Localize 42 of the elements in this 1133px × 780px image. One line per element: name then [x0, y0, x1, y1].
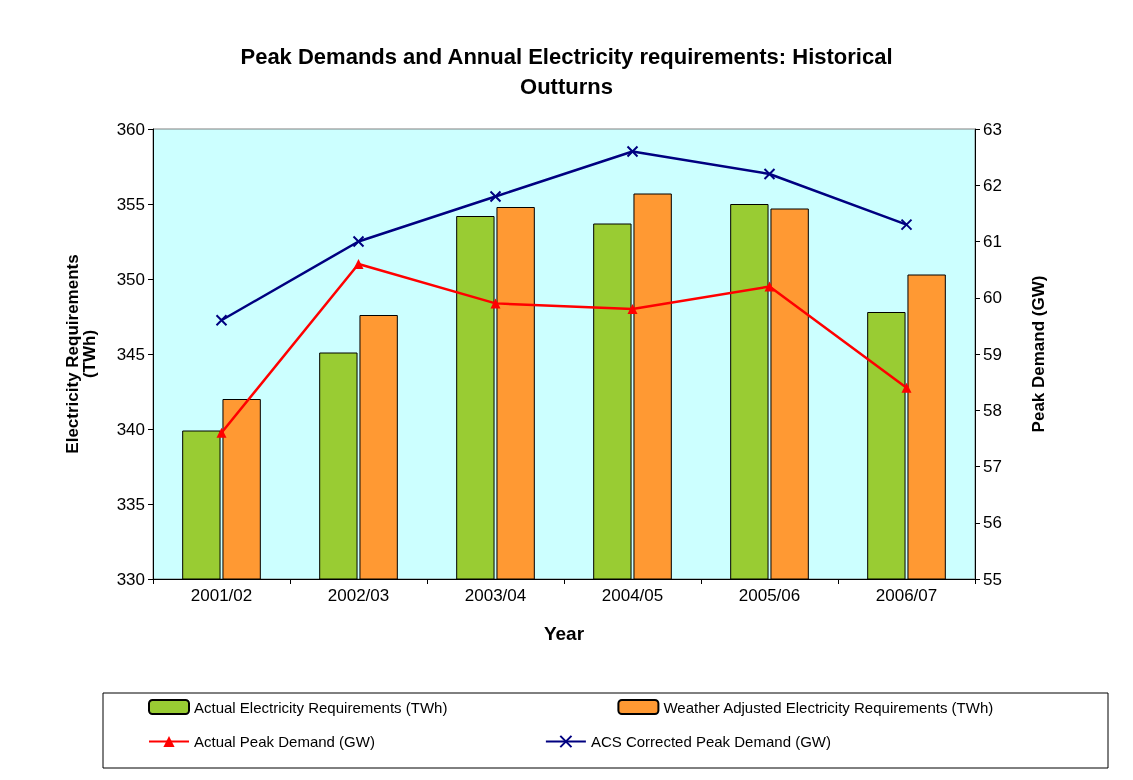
point [627, 304, 638, 314]
legend-label: Weather Adjusted Electricity Requirements (TWh) [663, 698, 994, 716]
x-tick-label: 2003/04 [464, 586, 527, 605]
legend-label: Actual Electricity Requirements (TWh) [194, 698, 448, 716]
legend-label: Actual Peak Demand (GW) [194, 733, 375, 750]
point [216, 427, 227, 438]
point [490, 298, 501, 309]
y2-tick-label: 62 [983, 175, 1002, 195]
legend-label: ACS Corrected Peak Demand (GW) [590, 733, 831, 750]
x-axis-title: Year [543, 623, 585, 644]
y2-tick-label: 59 [983, 344, 1002, 364]
y-tick-label: 360 [116, 119, 145, 139]
y2-tick-label: 57 [983, 457, 1002, 476]
y2-tick-label: 58 [983, 400, 1002, 420]
y-tick-label: 340 [116, 419, 145, 439]
x-tick-label: 2001/02 [190, 586, 253, 605]
point [901, 382, 912, 393]
x-tick-label: 2005/06 [738, 586, 801, 605]
point [353, 259, 364, 269]
x-tick-label: 2006/07 [875, 586, 938, 605]
point [215, 314, 228, 327]
y-axis-title: Electricity Requirements (TWh) [63, 254, 99, 454]
x-tick-label: 2002/03 [327, 586, 390, 605]
y2-tick-label: 60 [983, 288, 1002, 308]
point [763, 168, 776, 180]
point [764, 281, 775, 292]
y-tick-label: 335 [116, 494, 145, 514]
chart-title: Peak Demands and Annual Electricity requirements: Historical Outturns [240, 43, 893, 99]
y-tick-label: 330 [116, 569, 145, 589]
point [900, 218, 913, 231]
point [352, 235, 365, 248]
point [626, 145, 639, 158]
y-tick-label: 355 [116, 194, 145, 214]
x-tick-label: 2004/05 [601, 586, 664, 605]
y2-axis-title: Peak Demand (GW) [1029, 275, 1048, 433]
y2-tick-label: 55 [983, 569, 1002, 589]
y2-tick-label: 61 [983, 232, 1002, 251]
y-tick-label: 345 [116, 344, 145, 364]
y-tick-label: 350 [116, 269, 145, 289]
y2-tick-label: 56 [983, 513, 1002, 533]
y2-tick-label: 63 [983, 119, 1002, 139]
point [489, 190, 502, 203]
